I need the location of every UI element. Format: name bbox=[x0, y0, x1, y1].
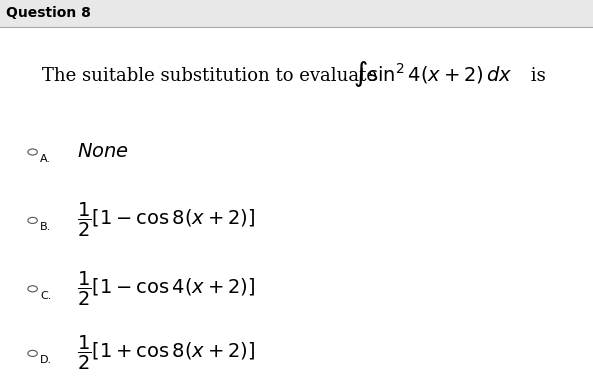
Text: is: is bbox=[525, 67, 546, 85]
Text: Question 8: Question 8 bbox=[6, 6, 91, 20]
Text: A.: A. bbox=[40, 154, 52, 164]
Text: $\dfrac{1}{2}[1 - \cos4(x+2)]$: $\dfrac{1}{2}[1 - \cos4(x+2)]$ bbox=[77, 270, 255, 308]
Text: $\dfrac{1}{2}[1 - \cos8(x+2)]$: $\dfrac{1}{2}[1 - \cos8(x+2)]$ bbox=[77, 201, 255, 239]
Text: The suitable substitution to evaluate: The suitable substitution to evaluate bbox=[42, 67, 377, 85]
Text: $\mathit{None}$: $\mathit{None}$ bbox=[77, 143, 129, 161]
Text: B.: B. bbox=[40, 222, 52, 232]
Text: D.: D. bbox=[40, 355, 52, 365]
Text: $\dfrac{1}{2}[1 + \cos8(x+2)]$: $\dfrac{1}{2}[1 + \cos8(x+2)]$ bbox=[77, 334, 255, 372]
FancyBboxPatch shape bbox=[0, 0, 593, 27]
Text: $\int \sin^2 4(x+2)\, dx$: $\int \sin^2 4(x+2)\, dx$ bbox=[353, 60, 512, 89]
Text: C.: C. bbox=[40, 291, 52, 301]
